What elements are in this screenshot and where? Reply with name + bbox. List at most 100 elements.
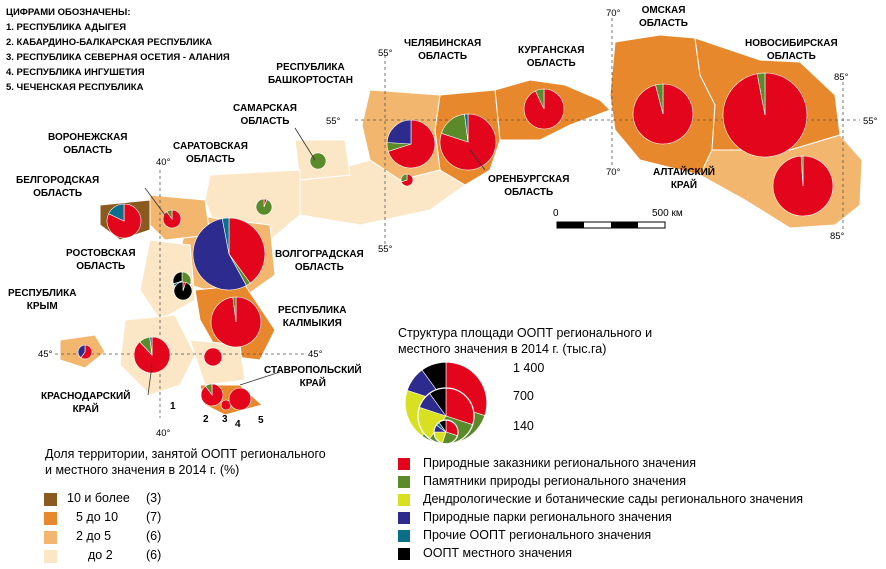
label-line: КУРГАНСКАЯ bbox=[518, 45, 585, 56]
leader-samara bbox=[294, 127, 316, 161]
label-line: КРАЙ bbox=[299, 378, 326, 389]
share-class-count: (6) bbox=[146, 548, 162, 562]
label-line: РЕСПУБЛИКА bbox=[276, 62, 345, 73]
share-swatch bbox=[44, 531, 57, 544]
number-4: 4 bbox=[235, 419, 241, 430]
pie-saratov bbox=[255, 198, 273, 216]
pie-kalmykia bbox=[210, 296, 262, 348]
pie-slice bbox=[221, 217, 230, 255]
pie-slice bbox=[400, 173, 408, 183]
coord-70-top: 70° bbox=[606, 8, 621, 19]
label-line: ОБЛАСТЬ bbox=[76, 261, 126, 272]
note-item: 3. РЕСПУБЛИКА СЕВЕРНАЯ ОСЕТИЯ - АЛАНИЯ bbox=[6, 52, 230, 63]
label-chelyabinsk: ЧЕЛЯБИНСКАЯ ОБЛАСТЬ bbox=[404, 37, 481, 63]
scale-max-label: 500 км bbox=[652, 208, 683, 219]
category-label: Природные заказники регионального значен… bbox=[423, 456, 696, 470]
category-swatch bbox=[398, 548, 410, 560]
label-line: БАШКОРТОСТАН bbox=[268, 75, 354, 86]
label-line: КАЛМЫКИЯ bbox=[282, 318, 342, 329]
category-label: ООПТ местного значения bbox=[423, 546, 573, 560]
pie-slice bbox=[309, 152, 327, 170]
label-line: ОБЛАСТЬ bbox=[526, 58, 576, 69]
coord-85-bottom: 85° bbox=[830, 231, 845, 242]
pie-slice bbox=[387, 119, 436, 169]
notes-title: ЦИФРАМИ ОБОЗНАЧЕНЫ: bbox=[6, 7, 131, 18]
label-line: ВОЛГОГРАДСКАЯ bbox=[275, 249, 364, 260]
number-2: 2 bbox=[203, 414, 209, 425]
label-altai: АЛТАЙСКИЙ КРАЙ bbox=[653, 166, 715, 192]
pie-krasnodar bbox=[133, 336, 171, 374]
coord-40-top: 40° bbox=[156, 157, 171, 168]
pie-orenburg bbox=[400, 173, 414, 187]
label-line: РЕСПУБЛИКА bbox=[278, 305, 347, 316]
pie-slice bbox=[108, 203, 125, 222]
label-line: ОБЛАСТЬ bbox=[33, 188, 83, 199]
note-item: 1. РЕСПУБЛИКА АДЫГЕЯ bbox=[6, 22, 127, 33]
category-label: Дендрологические и ботанические сады рег… bbox=[423, 492, 804, 506]
pie-rostov-b bbox=[173, 281, 193, 301]
pie-slice bbox=[173, 281, 193, 301]
structure-legend-title: Структура площади ООПТ регионального и м… bbox=[398, 325, 652, 357]
pie-slice bbox=[166, 209, 173, 220]
coord-55-right: 55° bbox=[863, 116, 878, 127]
share-swatch bbox=[44, 512, 57, 525]
note-item: 2. КАБАРДИНО-БАЛКАРСКАЯ РЕСПУБЛИКА bbox=[6, 37, 213, 48]
label-line: ОБЛАСТЬ bbox=[240, 116, 290, 127]
label-belgorod: БЕЛГОРОДСКАЯ ОБЛАСТЬ bbox=[16, 174, 99, 200]
pie-bashkortostan bbox=[386, 119, 436, 169]
share-legend-title-line: и местного значения в 2014 г. (%) bbox=[45, 463, 240, 477]
label-volgograd: ВОЛГОГРАДСКАЯ ОБЛАСТЬ bbox=[275, 248, 364, 274]
pie-slice bbox=[255, 198, 273, 216]
pie-slice bbox=[205, 383, 213, 396]
label-line: РЕСПУБЛИКА bbox=[8, 288, 77, 299]
label-line: БЕЛГОРОДСКАЯ bbox=[16, 175, 100, 186]
pie-charts bbox=[77, 72, 834, 411]
label-line: КРАСНОДАРСКИЙ bbox=[41, 391, 131, 402]
numbering-notes: ЦИФРАМИ ОБОЗНАЧЕНЫ: 1. РЕСПУБЛИКА АДЫГЕЯ… bbox=[6, 5, 230, 95]
label-line: ОБЛАСТЬ bbox=[766, 51, 816, 62]
category-label: Памятники природы регионального значения bbox=[423, 474, 686, 488]
share-class-label: до 2 bbox=[88, 548, 113, 562]
category-label: Прочие ООПТ регионального значения bbox=[423, 528, 652, 542]
coord-55-bottom: 55° bbox=[378, 244, 393, 255]
scale-zero-label: 0 bbox=[553, 208, 559, 219]
label-kalmykia: РЕСПУБЛИКА КАЛМЫКИЯ bbox=[278, 304, 346, 330]
coord-40-bottom: 40° bbox=[156, 428, 171, 439]
coord-55-left: 55° bbox=[326, 116, 341, 127]
label-omsk: ОМСКАЯ ОБЛАСТЬ bbox=[639, 4, 688, 30]
share-legend-title: Доля территории, занятой ООПТ региональн… bbox=[45, 446, 326, 478]
leader-orenburg bbox=[469, 149, 486, 171]
label-line: ОБЛАСТЬ bbox=[185, 154, 235, 165]
coord-45-left: 45° bbox=[38, 349, 53, 360]
category-swatch bbox=[398, 476, 410, 488]
pie-volgograd bbox=[192, 217, 266, 291]
label-line: ОРЕНБУРГСКАЯ bbox=[488, 174, 570, 185]
share-class-label: 2 до 5 bbox=[76, 529, 112, 543]
coord-45-right: 45° bbox=[308, 349, 323, 360]
share-legend-title-line: Доля территории, занятой ООПТ региональн… bbox=[45, 447, 326, 461]
structure-legend-symbol bbox=[404, 361, 488, 445]
label-voronezh: ВОРОНЕЖСКАЯ ОБЛАСТЬ bbox=[48, 131, 127, 157]
pie-slice bbox=[77, 344, 86, 359]
leader-stavropol bbox=[239, 371, 281, 386]
share-class-count: (3) bbox=[146, 491, 162, 505]
label-line: СТАВРОПОЛЬСКИЙ bbox=[264, 365, 362, 376]
share-class-label: 10 и более bbox=[67, 491, 130, 505]
label-line: САРАТОВСКАЯ bbox=[173, 141, 248, 152]
scale-bar-black-1 bbox=[557, 222, 584, 228]
coord-85-top: 85° bbox=[834, 72, 849, 83]
category-swatch bbox=[398, 530, 410, 542]
pie-slice bbox=[192, 218, 247, 291]
label-line: ОБЛАСТЬ bbox=[639, 18, 688, 29]
pie-crimea bbox=[77, 344, 93, 360]
pie-belgorod bbox=[106, 203, 142, 239]
pie-slice bbox=[756, 72, 766, 116]
label-kurgan: КУРГАНСКАЯ ОБЛАСТЬ bbox=[518, 44, 584, 70]
label-line: КРЫМ bbox=[26, 301, 58, 312]
label-line: ОМСКАЯ bbox=[641, 5, 686, 16]
legend-circle-outline bbox=[433, 419, 459, 445]
share-class-count: (7) bbox=[146, 510, 162, 524]
pie-novosibirsk bbox=[722, 72, 808, 158]
label-line: КРАЙ bbox=[670, 180, 698, 191]
